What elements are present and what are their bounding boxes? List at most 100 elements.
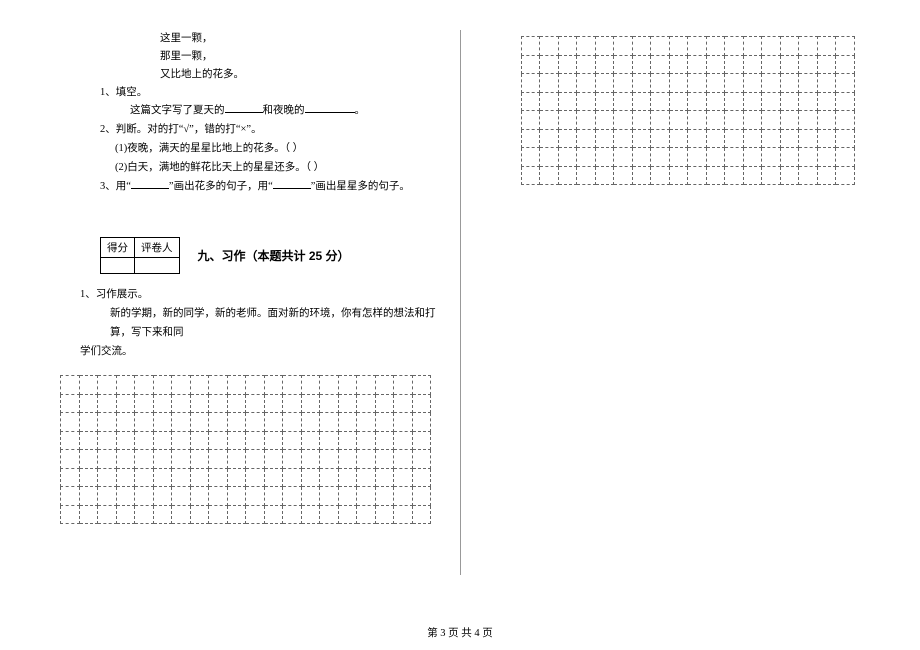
grid-cell[interactable] (153, 413, 172, 432)
grid-cell[interactable] (836, 166, 855, 185)
grid-cell[interactable] (172, 376, 191, 395)
grid-cell[interactable] (190, 394, 209, 413)
grid-cell[interactable] (412, 505, 431, 524)
grid-cell[interactable] (153, 376, 172, 395)
grid-cell[interactable] (79, 413, 98, 432)
grid-cell[interactable] (135, 394, 154, 413)
grid-cell[interactable] (412, 468, 431, 487)
grid-cell[interactable] (688, 111, 707, 130)
grid-cell[interactable] (412, 431, 431, 450)
grid-cell[interactable] (375, 468, 394, 487)
grid-cell[interactable] (246, 505, 265, 524)
grid-cell[interactable] (190, 376, 209, 395)
grid-cell[interactable] (632, 166, 651, 185)
grid-cell[interactable] (688, 129, 707, 148)
grid-cell[interactable] (116, 468, 135, 487)
grid-cell[interactable] (190, 413, 209, 432)
grid-cell[interactable] (357, 450, 376, 469)
grid-cell[interactable] (79, 505, 98, 524)
grid-cell[interactable] (669, 37, 688, 56)
grid-cell[interactable] (706, 92, 725, 111)
grid-cell[interactable] (98, 450, 117, 469)
grid-cell[interactable] (706, 148, 725, 167)
grid-cell[interactable] (725, 166, 744, 185)
grid-cell[interactable] (817, 129, 836, 148)
grid-cell[interactable] (338, 468, 357, 487)
grid-cell[interactable] (558, 55, 577, 74)
grid-cell[interactable] (394, 487, 413, 506)
grid-cell[interactable] (412, 394, 431, 413)
grid-cell[interactable] (799, 148, 818, 167)
grid-cell[interactable] (116, 505, 135, 524)
grid-cell[interactable] (98, 468, 117, 487)
grid-cell[interactable] (209, 487, 228, 506)
grid-cell[interactable] (338, 376, 357, 395)
grid-cell[interactable] (780, 92, 799, 111)
grid-cell[interactable] (283, 394, 302, 413)
grid-cell[interactable] (540, 166, 559, 185)
grid-cell[interactable] (98, 431, 117, 450)
grid-cell[interactable] (743, 92, 762, 111)
grid-cell[interactable] (595, 74, 614, 93)
grid-cell[interactable] (799, 74, 818, 93)
fill-blank[interactable] (225, 104, 263, 113)
grid-cell[interactable] (264, 376, 283, 395)
grid-cell[interactable] (743, 111, 762, 130)
grid-cell[interactable] (172, 505, 191, 524)
grid-cell[interactable] (227, 487, 246, 506)
grid-cell[interactable] (375, 505, 394, 524)
grid-cell[interactable] (817, 37, 836, 56)
grid-cell[interactable] (521, 166, 540, 185)
grid-cell[interactable] (521, 37, 540, 56)
fill-blank[interactable] (273, 180, 311, 189)
grid-cell[interactable] (521, 111, 540, 130)
grid-cell[interactable] (540, 111, 559, 130)
grid-cell[interactable] (558, 37, 577, 56)
grid-cell[interactable] (264, 413, 283, 432)
grid-cell[interactable] (116, 394, 135, 413)
grid-cell[interactable] (61, 431, 80, 450)
grid-cell[interactable] (725, 55, 744, 74)
grid-cell[interactable] (79, 376, 98, 395)
grid-cell[interactable] (116, 450, 135, 469)
grid-cell[interactable] (338, 487, 357, 506)
grid-cell[interactable] (98, 505, 117, 524)
fill-blank[interactable] (131, 180, 169, 189)
writing-grid-right[interactable] (521, 36, 861, 185)
grid-cell[interactable] (209, 376, 228, 395)
grid-cell[interactable] (227, 376, 246, 395)
grid-cell[interactable] (172, 394, 191, 413)
grid-cell[interactable] (301, 450, 320, 469)
grid-cell[interactable] (540, 37, 559, 56)
grid-cell[interactable] (283, 413, 302, 432)
grid-cell[interactable] (135, 376, 154, 395)
grid-cell[interactable] (116, 413, 135, 432)
grid-cell[interactable] (172, 413, 191, 432)
grid-cell[interactable] (817, 74, 836, 93)
grid-cell[interactable] (743, 74, 762, 93)
grid-cell[interactable] (540, 148, 559, 167)
grid-cell[interactable] (79, 468, 98, 487)
grid-cell[interactable] (817, 148, 836, 167)
grid-cell[interactable] (320, 413, 339, 432)
grid-cell[interactable] (357, 394, 376, 413)
grid-cell[interactable] (651, 37, 670, 56)
grid-cell[interactable] (632, 74, 651, 93)
grid-cell[interactable] (725, 37, 744, 56)
grid-cell[interactable] (135, 450, 154, 469)
grid-cell[interactable] (338, 505, 357, 524)
grid-cell[interactable] (799, 129, 818, 148)
grid-cell[interactable] (61, 468, 80, 487)
grid-cell[interactable] (79, 394, 98, 413)
grid-cell[interactable] (614, 92, 633, 111)
grid-cell[interactable] (595, 92, 614, 111)
grid-cell[interactable] (375, 413, 394, 432)
grid-cell[interactable] (357, 468, 376, 487)
grid-cell[interactable] (614, 111, 633, 130)
grid-cell[interactable] (577, 74, 596, 93)
grid-cell[interactable] (651, 111, 670, 130)
grid-cell[interactable] (799, 55, 818, 74)
grid-cell[interactable] (706, 129, 725, 148)
grid-cell[interactable] (394, 413, 413, 432)
grid-cell[interactable] (264, 505, 283, 524)
